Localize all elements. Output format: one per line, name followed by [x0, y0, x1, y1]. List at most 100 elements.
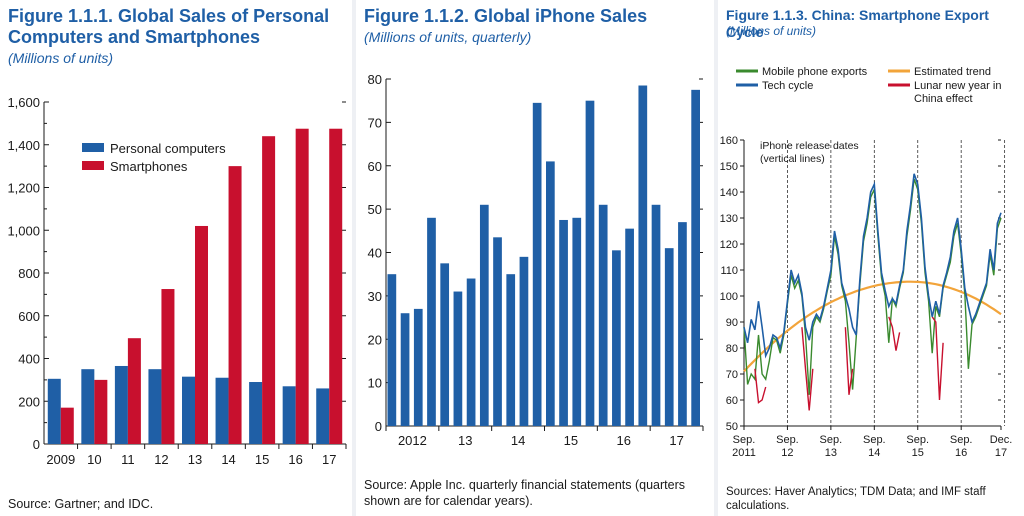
x-tick-label-bottom: 15 [912, 447, 924, 459]
iphone-sales-bar [598, 204, 608, 426]
smartphone-bar [60, 407, 74, 444]
iphone-sales-bar [625, 228, 634, 426]
figure-subtitle: (Millions of units) [8, 50, 114, 66]
smartphone-bar [127, 338, 141, 444]
legend-label: China effect [914, 93, 973, 105]
iphone-sales-bar [572, 217, 582, 426]
y-tick-label: 70 [368, 115, 382, 130]
iphone-sales-bar [479, 204, 489, 426]
y-tick-label: 10 [368, 376, 382, 391]
y-tick-label: 100 [720, 291, 738, 303]
x-tick-label-bottom: 13 [825, 447, 837, 459]
y-tick-label: 110 [720, 265, 738, 277]
iphone-sales-bar [519, 256, 529, 426]
x-tick-label: 17 [669, 433, 683, 448]
figure-source: Source: Apple Inc. quarterly financial s… [364, 478, 685, 508]
pc-bar [182, 376, 195, 444]
iphone-sales-bar [612, 250, 621, 426]
x-tick-label-top: Sep. [863, 434, 886, 446]
smartphone-bar [161, 289, 175, 444]
x-tick-label: 16 [617, 433, 631, 448]
x-tick-label-top: Sep. [906, 434, 929, 446]
figure-1-1-1-panel: Figure 1.1.1. Global Sales of Personal C… [0, 0, 352, 516]
iphone-sales-bar [691, 89, 700, 426]
estimated-trend-line [743, 280, 1002, 373]
y-tick-label: 80 [726, 343, 738, 355]
x-tick-label: 13 [458, 433, 472, 448]
iphone-sales-bar [413, 308, 423, 426]
legend-label: Estimated trend [914, 66, 991, 78]
pc-bar [215, 377, 229, 444]
y-tick-label: 0 [33, 437, 40, 452]
iphone-sales-bar [440, 263, 450, 426]
x-tick-label: 11 [121, 452, 135, 467]
y-tick-label: 30 [368, 289, 382, 304]
y-tick-label: 40 [368, 246, 382, 261]
panel-divider [352, 0, 356, 516]
x-tick-label: 14 [511, 433, 525, 448]
x-tick-label: 17 [322, 452, 336, 467]
x-tick-label: 15 [255, 452, 269, 467]
pc-bar [249, 382, 263, 444]
legend-swatch [82, 143, 104, 152]
x-tick-label-top: Sep. [950, 434, 973, 446]
china-export-line-chart: 5060708090100110120130140150160Sep.2011S… [720, 66, 1013, 459]
y-tick-label: 130 [720, 213, 738, 225]
y-tick-label: 200 [18, 394, 40, 409]
pc-bar [148, 369, 162, 444]
lunar-new-year-line [754, 368, 767, 404]
x-tick-label-top: Sep. [776, 434, 799, 446]
release-dates-annotation: iPhone release dates [760, 140, 859, 152]
y-tick-label: 60 [368, 159, 382, 174]
y-tick-label: 80 [368, 72, 382, 87]
iphone-sales-bar-chart: 0 10 20 30 40 50 60 70 80 2012 13 14 15 16 17 [368, 72, 704, 448]
x-tick-label: 13 [188, 452, 202, 467]
pc-bar [47, 378, 61, 444]
x-tick-label-top: Sep. [733, 434, 756, 446]
y-tick-label: 140 [720, 187, 738, 199]
y-tick-label: 400 [18, 352, 40, 367]
y-tick-label: 90 [726, 317, 738, 329]
y-tick-label: 600 [18, 309, 40, 324]
lunar-new-year-line [888, 316, 901, 351]
x-tick-label: 10 [87, 452, 101, 467]
smartphone-bar [295, 128, 309, 444]
legend-label: Lunar new year in [914, 80, 1001, 92]
y-tick-label: 150 [720, 161, 738, 173]
iphone-sales-bar [466, 278, 476, 426]
y-tick-label: 70 [726, 369, 738, 381]
figure-subtitle: (Millions of units, quarterly) [364, 29, 532, 45]
y-tick-label: 50 [726, 421, 738, 433]
iphone-sales-bar [506, 274, 516, 426]
y-tick-label: 1,600 [7, 95, 40, 110]
lunar-new-year-line [931, 316, 944, 401]
legend-label: Mobile phone exports [762, 66, 868, 78]
smartphone-bar [228, 166, 242, 444]
x-tick-label: 16 [288, 452, 302, 467]
y-tick-label: 50 [368, 202, 382, 217]
legend-label: Personal computers [110, 141, 226, 156]
x-tick-label-bottom: 16 [955, 447, 967, 459]
panel-divider [714, 0, 718, 516]
legend-swatch [82, 161, 104, 170]
iphone-sales-bar [638, 85, 648, 426]
x-tick-label: 12 [154, 452, 168, 467]
tech-cycle-line [743, 173, 1002, 359]
iphone-sales-bar [387, 274, 397, 426]
pc-bar [282, 386, 296, 444]
pc-bar [81, 369, 95, 444]
figure-source: Sources: Haver Analytics; TDM Data; and … [726, 486, 986, 512]
release-dates-annotation: (vertical lines) [760, 153, 825, 165]
iphone-sales-bar [453, 291, 463, 426]
pc-smartphone-bar-chart: 0 200 400 600 800 1,000 1,200 1,400 1,600 2009 10 1… [7, 95, 347, 467]
x-tick-label: 14 [221, 452, 235, 467]
lunar-new-year-line [801, 327, 814, 411]
legend-label: Tech cycle [762, 80, 813, 92]
iphone-sales-bar [678, 222, 687, 426]
x-tick-label: 2009 [46, 452, 75, 467]
y-tick-label: 160 [720, 135, 738, 147]
x-tick-label: 15 [564, 433, 578, 448]
iphone-sales-bar [664, 248, 674, 426]
x-tick-label-top: Dec. [990, 434, 1013, 446]
y-tick-label: 60 [726, 395, 738, 407]
